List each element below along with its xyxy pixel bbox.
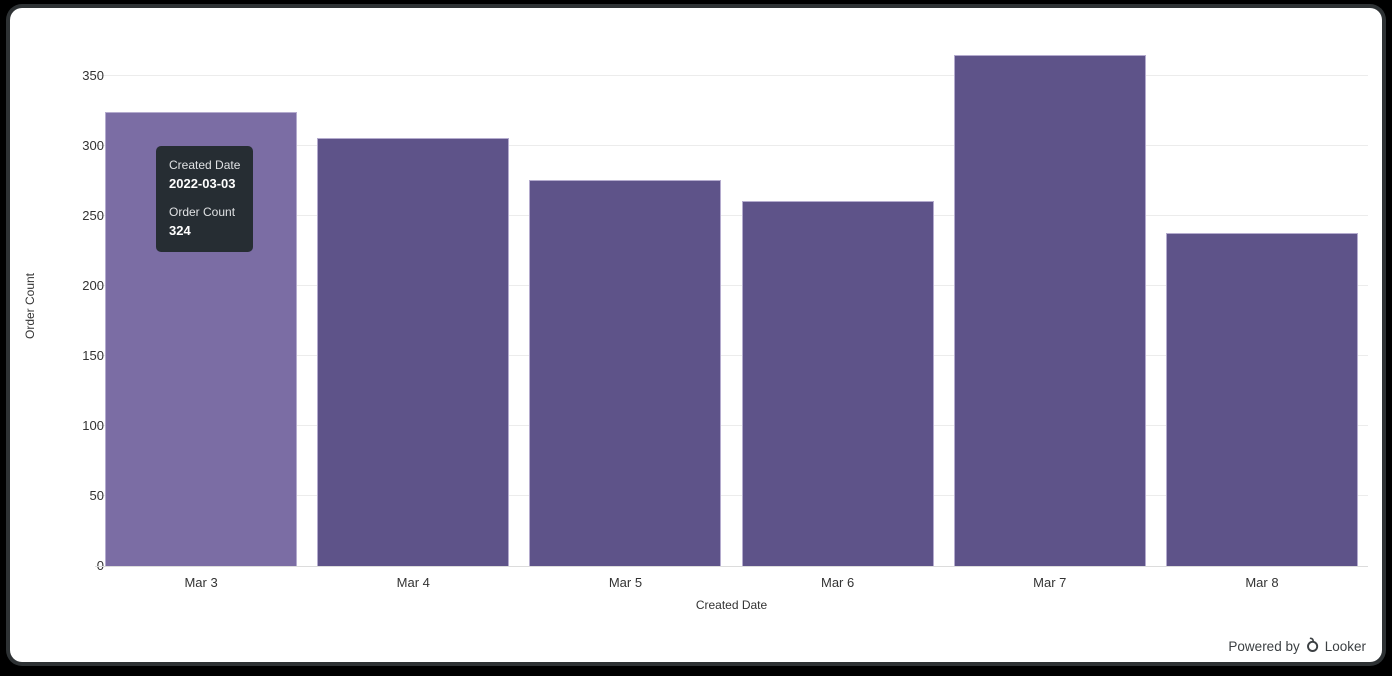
- y-axis-title: Order Count: [23, 272, 37, 340]
- bar-mar-5[interactable]: [529, 179, 722, 566]
- bar-slot-mar-3: [95, 46, 307, 566]
- bar-mar-7[interactable]: [953, 54, 1146, 566]
- x-tick-label-mar-8: Mar 8: [1245, 575, 1279, 590]
- y-tick-label-250: 250: [82, 207, 104, 223]
- bar-slot-mar-8: [1156, 46, 1368, 566]
- bar-mar-6[interactable]: [741, 200, 934, 566]
- x-axis-ticks: Mar 3 Mar 4 Mar 5 Mar 6 Mar 7 Mar 8: [95, 575, 1368, 593]
- gridline-250: [95, 214, 1368, 216]
- y-tick-label-300: 300: [82, 137, 104, 153]
- gridline-150: [95, 354, 1368, 356]
- y-tick-label-0: 0: [44, 558, 104, 574]
- bar-slot-mar-4: [307, 46, 519, 566]
- gridline-50: [95, 495, 1368, 496]
- hover-tooltip: Created Date 2022-03-03 Order Count 324: [156, 146, 254, 252]
- gridline-200: [95, 284, 1368, 286]
- y-tick-label-350: 350: [82, 67, 104, 83]
- x-tick-label-mar-7: Mar 7: [1033, 575, 1067, 590]
- bar-slot-mar-6: [732, 46, 944, 566]
- x-axis-title: Created Date: [695, 598, 768, 612]
- x-tick-label-mar-6: Mar 6: [820, 575, 855, 590]
- y-tick-label-200: 200: [82, 277, 104, 293]
- y-tick-label-50: 50: [89, 487, 104, 503]
- bar-slot-mar-5: [519, 46, 731, 566]
- gridline-350: [95, 74, 1368, 76]
- chart-card: Order Count 050100150200250300350 Mar 3M…: [10, 8, 1382, 662]
- bar-mar-4[interactable]: [317, 137, 510, 566]
- powered-by-looker-link[interactable]: Powered by Looker: [1228, 637, 1366, 656]
- looker-brand-text: Looker: [1324, 639, 1366, 654]
- gridline-300: [95, 144, 1368, 146]
- tooltip-measure-value: 324: [169, 223, 191, 238]
- powered-by-text: Powered by: [1228, 639, 1300, 654]
- gridline-100: [95, 425, 1368, 426]
- tooltip-dimension-value: 2022-03-03: [169, 176, 236, 191]
- y-tick-label-100: 100: [82, 417, 104, 433]
- looker-logo-icon: [1305, 637, 1320, 656]
- bar-series: [95, 46, 1368, 566]
- x-tick-label-mar-3: Mar 3: [184, 575, 218, 590]
- x-axis-line: [95, 566, 1368, 567]
- x-tick-label-mar-4: Mar 4: [396, 575, 430, 590]
- tooltip-measure-label: Order Count: [169, 205, 236, 219]
- bar-slot-mar-7: [944, 46, 1156, 566]
- tooltip-dimension-label: Created Date: [169, 158, 241, 172]
- plot-area: [95, 46, 1368, 567]
- bar-mar-8[interactable]: [1165, 232, 1358, 566]
- x-tick-label-mar-5: Mar 5: [608, 575, 643, 590]
- y-tick-label-150: 150: [82, 347, 104, 363]
